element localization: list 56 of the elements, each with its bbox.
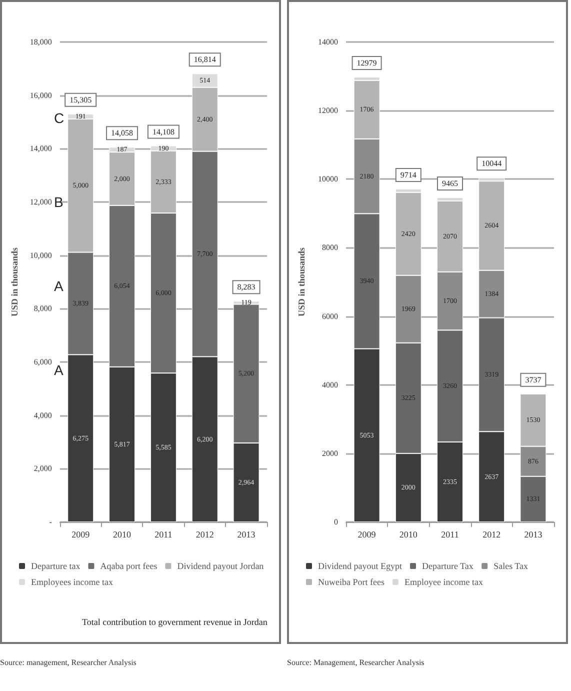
x-tick-label: 2012: [196, 530, 214, 540]
y-tick-label: 4,000: [34, 410, 52, 420]
total-label: 9465: [442, 178, 458, 188]
total-label: 9714: [400, 170, 416, 180]
y-tick-label: 10,000: [30, 250, 52, 260]
y-tick-label: 4000: [322, 380, 338, 390]
total-label: 14,108: [152, 127, 174, 136]
y-tick-label: -: [49, 518, 52, 526]
y-tick-label: 8,000: [34, 304, 52, 314]
y-tick-label: 16,000: [30, 90, 52, 100]
y-tick-label: 2000: [322, 448, 338, 458]
y-axis-title: USD in thousands: [296, 246, 306, 317]
y-tick-label: 6,000: [34, 358, 52, 366]
y-tick-label: 0: [334, 518, 338, 526]
legend-label: Nuweiba Port fees: [318, 577, 385, 587]
annotation: C: [54, 110, 64, 126]
source-note: Source: Management, Researcher Analysis: [287, 658, 426, 667]
y-tick-label: 6000: [322, 312, 338, 321]
x-tick-label: 2009: [358, 530, 376, 540]
text: Total contribution to government revenue in Jordan: [82, 617, 268, 628]
x-tick-label: 2013: [237, 530, 256, 540]
total-label: 14,058: [111, 128, 134, 138]
annotation: A: [54, 278, 64, 294]
y-tick-label: 8000: [322, 243, 338, 252]
total-label: 15,305: [70, 95, 92, 104]
legend-label: Sales Tax: [494, 561, 529, 571]
legend-label: Departure tax: [31, 561, 81, 571]
y-tick-label: 12000: [318, 106, 338, 116]
y-tick-label: 14000: [318, 38, 338, 46]
y-axis-title: USD in thousands: [10, 246, 20, 317]
total-label: 8,283: [237, 282, 256, 292]
total-label: 3737: [525, 375, 542, 384]
legend-label: Departure Tax: [422, 561, 474, 571]
y-tick-label: 2,000: [34, 464, 52, 474]
x-tick-label: 2010: [113, 530, 132, 540]
legend-label: Employees income tax: [31, 577, 114, 587]
total-label: 16,814: [194, 55, 216, 64]
annotation: A: [54, 362, 64, 378]
legend-label: Employee income tax: [404, 577, 484, 587]
total-label: 12979: [356, 58, 377, 68]
legend-label: Aqaba port fees: [100, 561, 158, 571]
x-tick-label: 2011: [441, 530, 459, 540]
source-note: Source: management, Researcher Analysis: [0, 658, 138, 667]
total-label: 10044: [482, 159, 502, 168]
y-tick-label: 14,000: [30, 144, 52, 154]
y-tick-label: 12,000: [30, 198, 52, 206]
x-tick-label: 2010: [399, 530, 418, 540]
x-tick-label: 2013: [524, 530, 543, 540]
x-tick-label: 2009: [72, 530, 90, 540]
legend-label: Dividend payout Jordan: [177, 561, 264, 571]
legend-label: Dividend payout Egypt: [318, 561, 402, 571]
x-tick-label: 2011: [154, 530, 172, 540]
y-tick-label: 10000: [318, 174, 338, 184]
x-tick-label: 2012: [482, 530, 501, 540]
annotation: B: [54, 194, 64, 210]
y-tick-label: 18,000: [30, 38, 52, 46]
